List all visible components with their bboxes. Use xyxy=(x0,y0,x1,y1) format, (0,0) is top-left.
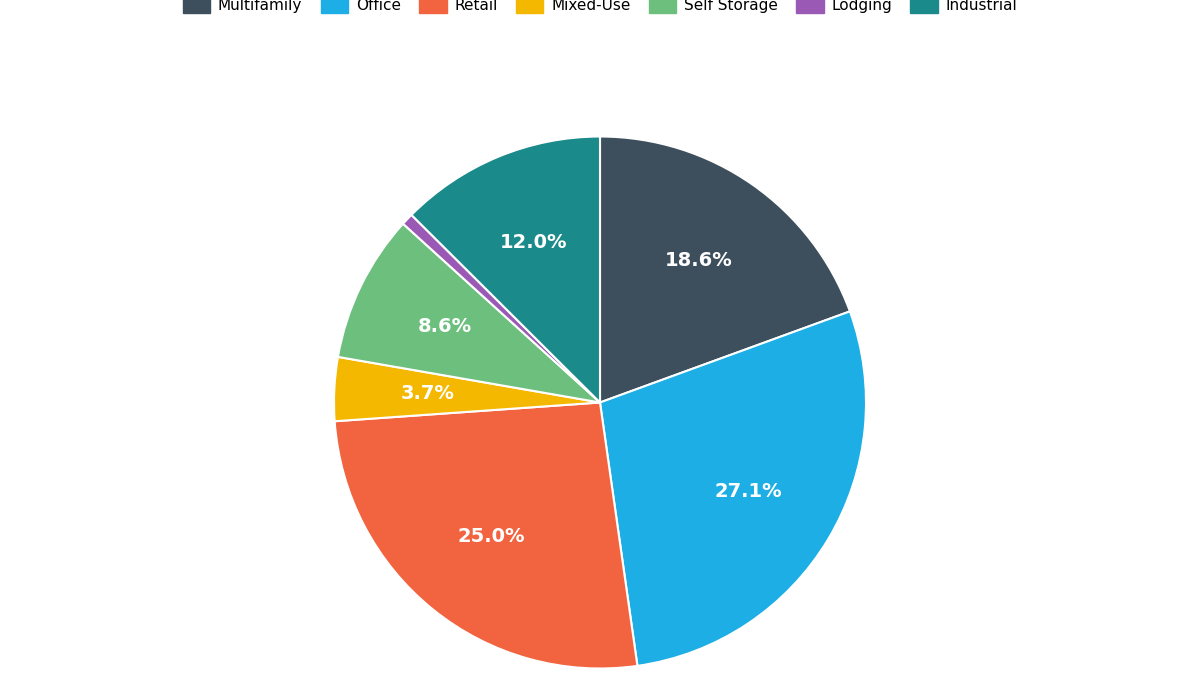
Wedge shape xyxy=(338,224,600,402)
Wedge shape xyxy=(334,357,600,421)
Legend: Multifamily, Office, Retail, Mixed-Use, Self Storage, Lodging, Industrial: Multifamily, Office, Retail, Mixed-Use, … xyxy=(176,0,1024,20)
Text: 18.6%: 18.6% xyxy=(665,251,733,270)
Text: 8.6%: 8.6% xyxy=(418,317,472,336)
Wedge shape xyxy=(335,402,637,668)
Text: 12.0%: 12.0% xyxy=(500,233,568,252)
Wedge shape xyxy=(600,312,866,666)
Text: 3.7%: 3.7% xyxy=(401,384,455,403)
Text: 27.1%: 27.1% xyxy=(714,482,782,501)
Text: 25.0%: 25.0% xyxy=(457,528,526,547)
Wedge shape xyxy=(403,215,600,402)
Wedge shape xyxy=(600,136,850,402)
Wedge shape xyxy=(412,136,600,402)
